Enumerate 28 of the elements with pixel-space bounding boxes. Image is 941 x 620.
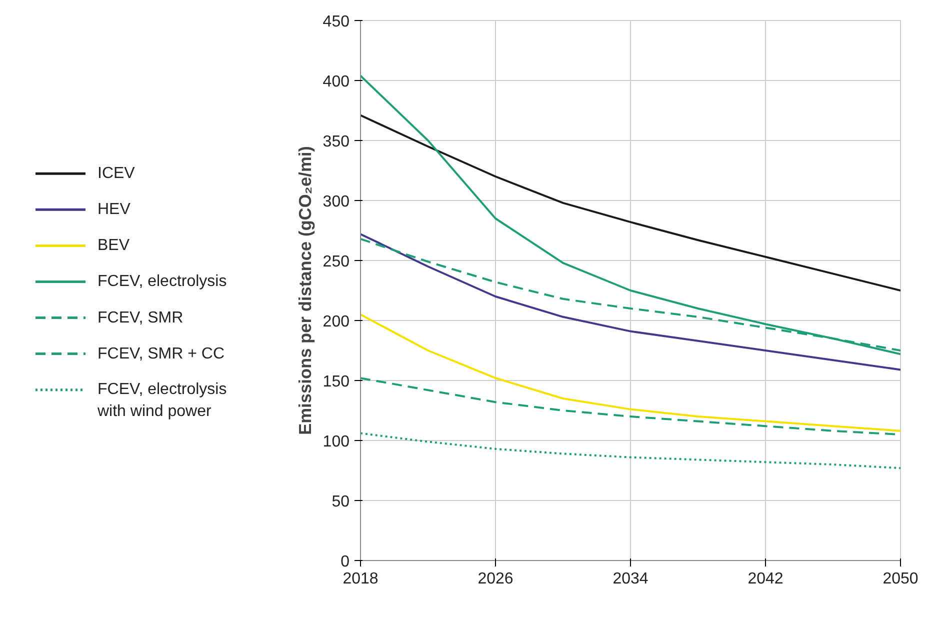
legend-label: FCEV, SMR + CC — [98, 345, 224, 362]
y-tick-label: 200 — [322, 314, 350, 330]
y-tick-label: 50 — [332, 494, 350, 510]
legend-label: BEV — [98, 237, 130, 254]
line-series — [360, 74, 900, 356]
legend-label: HEV — [98, 201, 131, 218]
line-series — [360, 432, 900, 470]
line-series — [360, 233, 900, 371]
legend-label: FCEV, electrolysis — [98, 273, 227, 290]
y-tick-label: 450 — [322, 14, 350, 30]
legend-label: FCEV, electrolysis with wind power — [96, 380, 227, 420]
x-tick-label: 2026 — [478, 570, 514, 588]
y-tick-label: 400 — [322, 74, 350, 90]
y-tick-label: 100 — [322, 434, 350, 450]
y-tick-label: 250 — [322, 254, 350, 270]
line-series — [360, 314, 900, 432]
x-tick-label: 2050 — [882, 570, 918, 588]
y-axis-title: Emissions per distance (gCO₂e/mi) — [294, 146, 315, 435]
x-tick-label: 2018 — [342, 570, 378, 588]
line-series — [360, 114, 900, 292]
x-tick-label: 2034 — [612, 570, 648, 588]
y-tick-label: 300 — [322, 194, 350, 210]
x-tick-label: 2042 — [748, 570, 784, 588]
legend-label: ICEV — [98, 165, 136, 182]
y-tick-label: 350 — [322, 134, 350, 150]
y-tick-label: 150 — [322, 374, 350, 390]
y-tick-label: 0 — [340, 554, 350, 570]
legend-label: FCEV, SMR — [98, 309, 184, 326]
